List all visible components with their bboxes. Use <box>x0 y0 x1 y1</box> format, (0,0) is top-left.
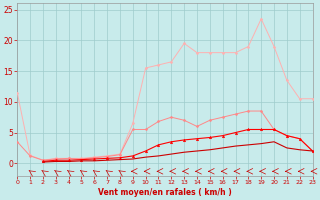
X-axis label: Vent moyen/en rafales ( km/h ): Vent moyen/en rafales ( km/h ) <box>98 188 232 197</box>
